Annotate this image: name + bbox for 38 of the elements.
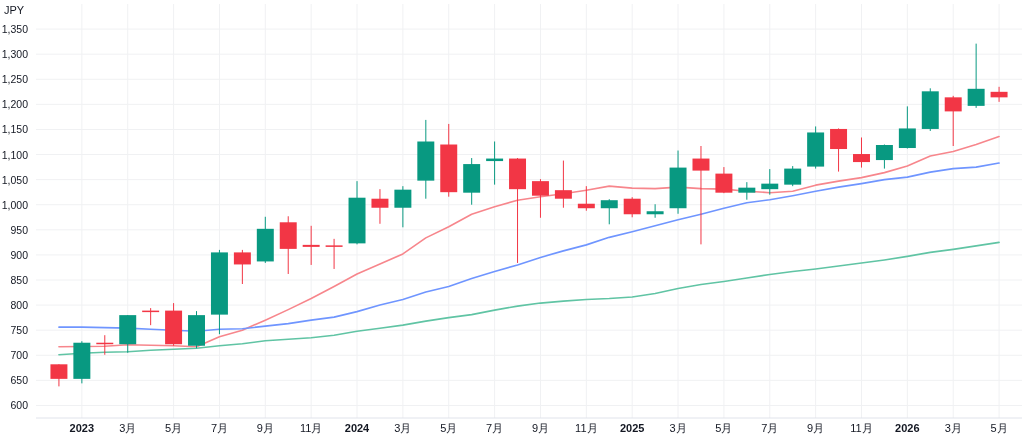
x-tick-label: 3月	[669, 422, 687, 434]
x-tick-label: 7月	[761, 422, 779, 434]
y-tick-label: 600	[10, 399, 29, 412]
x-tick-label: 2025	[619, 422, 645, 434]
y-tick-label: 1,350	[1, 23, 29, 36]
y-tick-label: 750	[10, 324, 29, 337]
x-tick-label: 5月	[990, 422, 1008, 434]
y-tick-label: 1,250	[1, 73, 29, 86]
x-tick-label: 11月	[850, 422, 873, 434]
y-tick-label: 1,050	[1, 173, 29, 186]
y-tick-label: 1,000	[1, 198, 29, 211]
x-tick-label: 3月	[119, 422, 137, 434]
x-tick-label: 3月	[394, 422, 412, 434]
x-tick-label: 5月	[715, 422, 733, 434]
y-tick-label: 800	[10, 299, 29, 312]
y-tick-label: 700	[10, 349, 29, 362]
y-tick-label: 1,200	[1, 98, 29, 111]
y-tick-label: 1,100	[1, 148, 29, 161]
x-tick-label: 11月	[299, 422, 323, 434]
x-tick-label: 7月	[210, 422, 228, 434]
x-tick-label: 9月	[256, 422, 274, 434]
y-tick-label: 950	[10, 223, 29, 236]
x-tick-label: 11月	[575, 422, 598, 434]
x-tick-label: 5月	[440, 422, 458, 434]
x-tick-label: 2023	[69, 422, 95, 434]
x-tick-label: 5月	[165, 422, 183, 434]
y-axis-title: JPY	[4, 4, 25, 16]
x-tick-label: 9月	[531, 422, 550, 434]
y-tick-label: 850	[10, 274, 29, 286]
x-tick-label: 3月	[944, 422, 962, 434]
x-tick-label: 9月	[807, 422, 825, 434]
x-tick-label: 7月	[486, 422, 504, 434]
y-tick-label: 650	[10, 374, 29, 387]
y-tick-label: 900	[10, 248, 29, 261]
y-tick-label: 1,300	[1, 48, 29, 61]
x-tick-label: 2026	[895, 422, 920, 434]
x-tick-label: 2024	[344, 422, 371, 434]
y-tick-label: 1,150	[1, 123, 29, 136]
